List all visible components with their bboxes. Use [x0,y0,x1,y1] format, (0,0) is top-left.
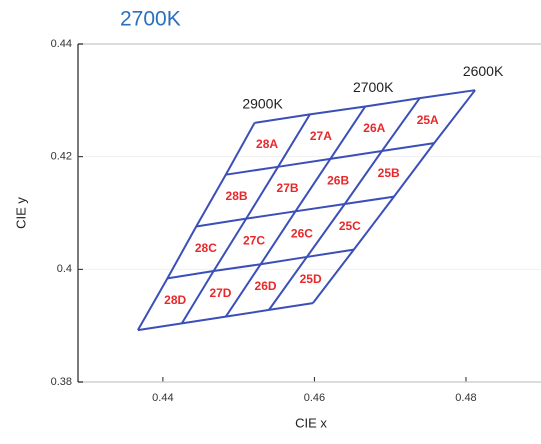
duv-line [137,302,314,332]
duv-line [167,248,354,280]
cell-label: 28A [256,137,278,151]
cct-label: 2600K [463,63,504,79]
cell-label: 28B [226,189,248,203]
cell-label: 25A [417,113,439,127]
cell-label: 25C [339,219,361,233]
duv-line [254,89,476,124]
x-tick-label: 0.48 [455,392,476,404]
y-tick-label: 0.4 [57,263,72,275]
cell-label: 27B [277,181,299,195]
cell-label: 28C [195,241,217,255]
cell-label: 26B [327,173,349,187]
cell-label: 25B [378,166,400,180]
cell-label: 27D [209,286,231,300]
y-tick-label: 0.44 [51,38,72,50]
x-tick-label: 0.44 [152,392,173,404]
cct-label: 2700K [353,79,394,95]
cct-label: 2900K [242,96,283,112]
chart-title: 2700K [120,8,181,31]
x-axis-label: CIE x [295,415,327,430]
y-tick-label: 0.38 [51,376,72,388]
duv-line [225,142,435,176]
y-axis-label: CIE y [13,197,28,229]
cell-label: 26D [255,279,277,293]
cell-label: 26A [363,121,385,135]
cell-label: 26C [291,226,313,240]
cell-label: 25D [300,272,322,286]
cell-label: 28D [164,293,186,307]
duv-line [196,195,395,228]
y-tick-label: 0.42 [51,151,72,163]
cell-label: 27A [310,129,332,143]
cell-label: 27C [243,233,265,247]
x-tick-label: 0.46 [304,392,325,404]
